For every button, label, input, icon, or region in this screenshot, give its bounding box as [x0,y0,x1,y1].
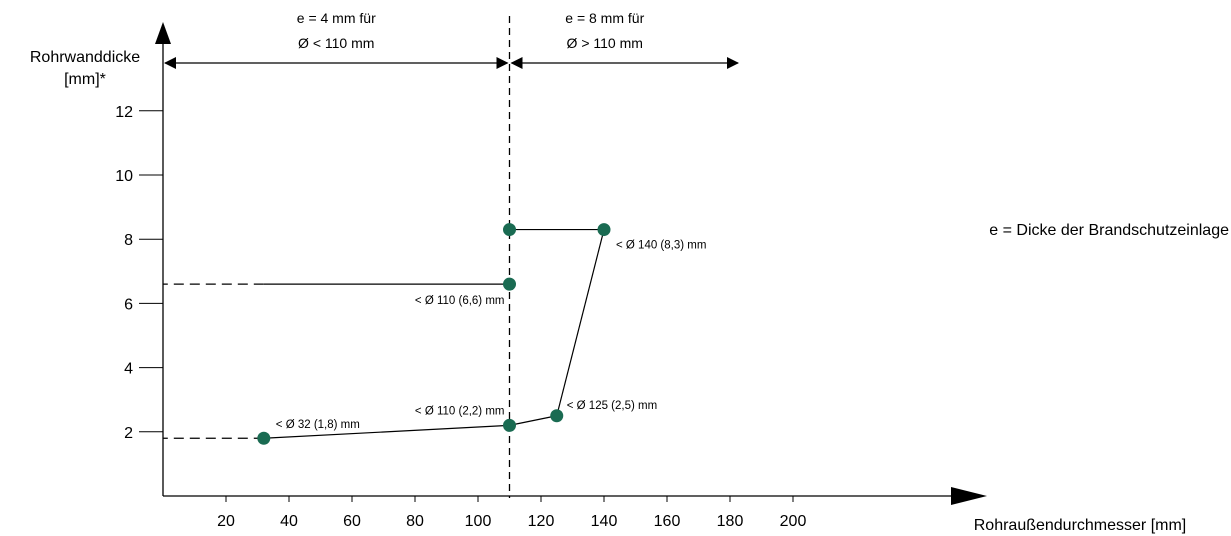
data-point [503,418,516,432]
x-tick-label: 40 [280,513,298,530]
series-line-segment [509,415,557,426]
y-axis-arrowhead [155,22,171,44]
x-tick-label: 180 [717,513,744,530]
range-header-line2: Ø < 110 mm [298,35,374,51]
y-tick-label: 8 [124,232,133,249]
y-tick-label: 2 [124,425,133,442]
range-arrowhead-left [510,57,523,69]
series-line-segment [556,229,605,416]
y-tick-label: 4 [124,361,133,378]
x-axis-arrowhead [951,487,987,505]
series-line-segment [263,424,510,439]
range-arrowhead-right [727,57,739,69]
y-tick-label: 12 [115,104,133,121]
data-point [257,431,271,445]
range-header-line1: e = 8 mm für [565,10,644,26]
y-tick-label: 10 [115,168,133,185]
range-arrowhead-right [496,57,509,69]
data-points [257,223,611,445]
data-point-label: < Ø 110 (2,2) mm [415,405,505,417]
data-point [503,223,516,237]
data-point [503,277,516,291]
data-point [550,409,564,423]
range-header-line2: Ø > 110 mm [567,35,643,51]
range-header-line1: e = 4 mm für [297,10,376,26]
y-axis-label: Rohrwanddicke [30,49,140,66]
legend-note: e = Dicke der Brandschutzeinlage [989,222,1229,239]
x-tick-label: 160 [654,513,681,530]
x-tick-label: 60 [343,513,361,530]
y-axis-label-unit: [mm]* [64,71,106,88]
x-tick-label: 200 [780,513,807,530]
data-point-label: < Ø 125 (2,5) mm [567,400,657,412]
y-tick-label: 6 [124,296,133,313]
range-arrowhead-left [164,57,176,69]
data-point [597,223,611,237]
x-axis-label: Rohraußendurchmesser [mm] [974,517,1187,534]
data-point-label: < Ø 32 (1,8) mm [276,419,360,431]
data-lines [163,228,605,439]
data-point-label: < Ø 140 (8,3) mm [616,240,706,252]
data-point-label: < Ø 110 (6,6) mm [415,295,505,307]
x-tick-label: 120 [528,513,555,530]
chart-text: 20 40 60 80 100 120 140 160 180 200 2 4 6 8 10 12 Rohrwa… [30,10,1229,534]
x-tick-label: 80 [406,513,424,530]
x-tick-label: 140 [591,513,618,530]
x-tick-label: 100 [465,513,492,530]
x-tick-label: 20 [217,513,235,530]
chart-structure [139,16,987,505]
